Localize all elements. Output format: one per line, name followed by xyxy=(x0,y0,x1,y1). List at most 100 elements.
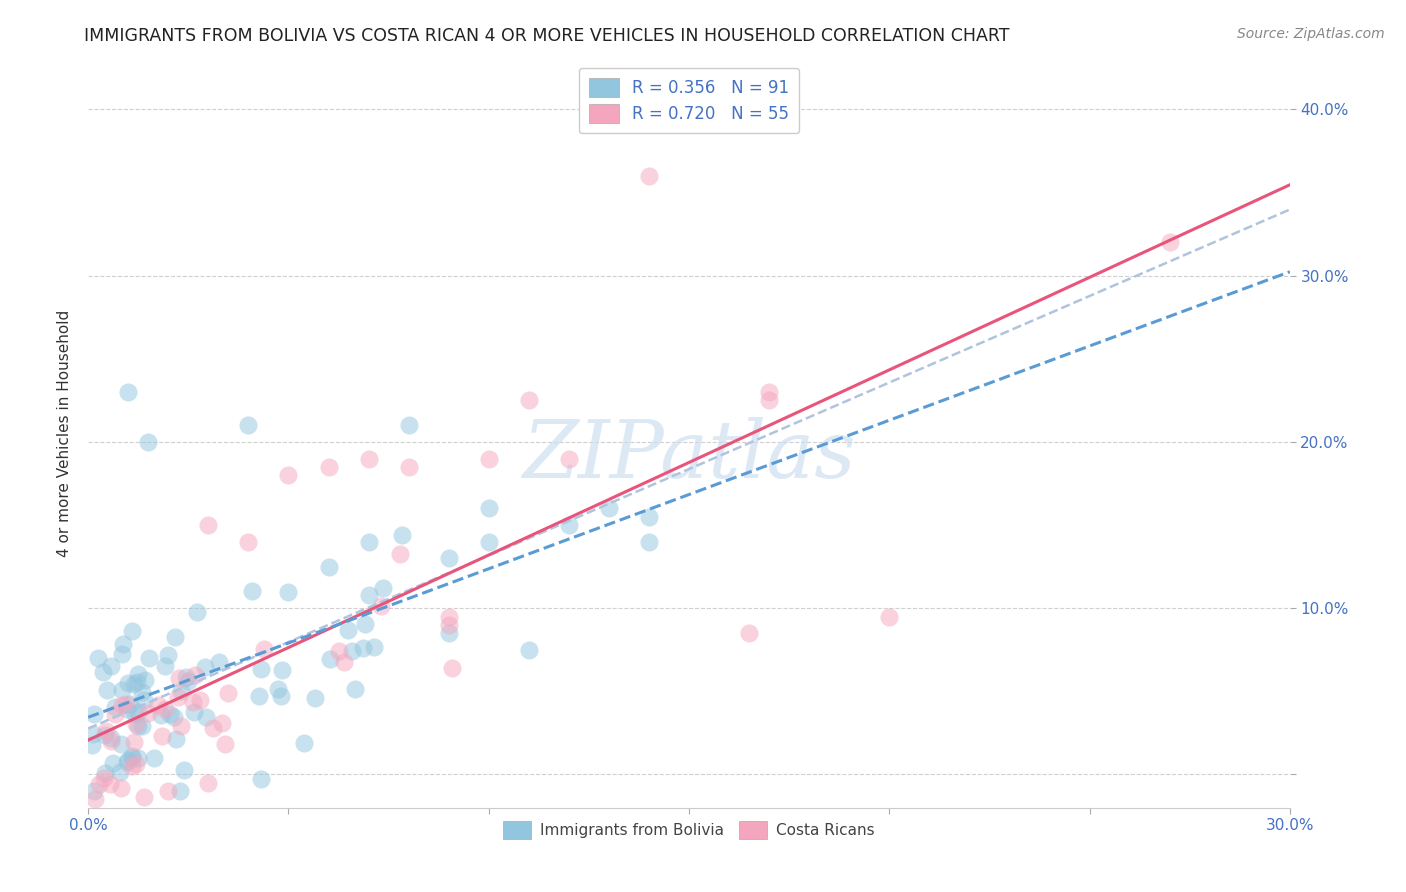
Point xyxy=(250,772,273,787)
Point xyxy=(143,750,166,764)
Point xyxy=(157,784,180,798)
Point xyxy=(136,435,159,450)
Point xyxy=(118,697,141,711)
Point xyxy=(343,682,366,697)
Point xyxy=(250,662,273,676)
Point xyxy=(328,644,350,658)
Point xyxy=(110,738,132,752)
Legend: Immigrants from Bolivia, Costa Ricans: Immigrants from Bolivia, Costa Ricans xyxy=(498,815,880,845)
Point xyxy=(211,715,233,730)
Point xyxy=(127,667,149,681)
Point xyxy=(127,751,149,765)
Point xyxy=(357,451,380,466)
Point xyxy=(83,792,105,806)
Point xyxy=(94,723,117,738)
Point xyxy=(253,642,276,657)
Point xyxy=(184,668,207,682)
Point xyxy=(136,706,159,720)
Point xyxy=(100,659,122,673)
Point xyxy=(115,756,138,770)
Point xyxy=(108,764,131,779)
Point xyxy=(437,618,460,632)
Point xyxy=(82,726,104,740)
Point xyxy=(125,757,148,772)
Point xyxy=(174,669,197,683)
Point xyxy=(370,599,392,613)
Point xyxy=(83,706,105,721)
Point xyxy=(357,534,380,549)
Point xyxy=(238,534,260,549)
Point xyxy=(277,468,299,483)
Point xyxy=(117,385,139,400)
Point xyxy=(159,706,181,721)
Point xyxy=(146,698,169,713)
Point xyxy=(177,673,200,688)
Point xyxy=(100,731,122,745)
Point xyxy=(354,617,377,632)
Point xyxy=(363,640,385,655)
Point xyxy=(104,700,127,714)
Point xyxy=(170,684,193,698)
Point xyxy=(478,501,501,516)
Point xyxy=(319,652,342,666)
Point xyxy=(638,509,661,524)
Point xyxy=(115,702,138,716)
Point xyxy=(194,710,217,724)
Point xyxy=(266,681,288,696)
Point xyxy=(131,719,153,733)
Point xyxy=(110,780,132,795)
Point xyxy=(197,518,219,533)
Point xyxy=(149,708,172,723)
Point xyxy=(111,637,134,651)
Point xyxy=(217,686,239,700)
Point xyxy=(131,685,153,699)
Point xyxy=(391,527,413,541)
Point xyxy=(165,732,187,747)
Point xyxy=(121,758,143,772)
Point xyxy=(598,501,620,516)
Point xyxy=(373,582,395,596)
Point xyxy=(183,706,205,720)
Point xyxy=(94,765,117,780)
Point xyxy=(738,626,761,640)
Point xyxy=(357,588,380,602)
Point xyxy=(127,719,149,733)
Point xyxy=(173,764,195,778)
Point xyxy=(240,583,263,598)
Point xyxy=(101,756,124,771)
Point xyxy=(638,169,661,183)
Point xyxy=(388,547,411,561)
Point xyxy=(170,719,193,733)
Point xyxy=(304,691,326,706)
Point xyxy=(238,418,260,433)
Point xyxy=(214,737,236,751)
Point xyxy=(558,451,581,466)
Point xyxy=(134,673,156,687)
Point xyxy=(169,784,191,798)
Point xyxy=(87,650,110,665)
Point xyxy=(93,728,115,742)
Point xyxy=(186,605,208,619)
Point xyxy=(879,609,901,624)
Point xyxy=(96,683,118,698)
Point xyxy=(98,777,121,791)
Point xyxy=(638,534,661,549)
Point xyxy=(124,735,146,749)
Point xyxy=(153,701,176,715)
Text: ZIPatlas: ZIPatlas xyxy=(522,417,856,495)
Point xyxy=(277,584,299,599)
Point xyxy=(188,693,211,707)
Point xyxy=(318,459,340,474)
Point xyxy=(333,655,356,669)
Point xyxy=(194,660,217,674)
Point xyxy=(156,648,179,662)
Point xyxy=(117,753,139,767)
Point xyxy=(181,695,204,709)
Point xyxy=(125,675,148,690)
Point xyxy=(150,730,173,744)
Point xyxy=(208,655,231,669)
Point xyxy=(155,659,177,673)
Point xyxy=(1159,235,1181,250)
Point xyxy=(132,693,155,707)
Point xyxy=(122,677,145,691)
